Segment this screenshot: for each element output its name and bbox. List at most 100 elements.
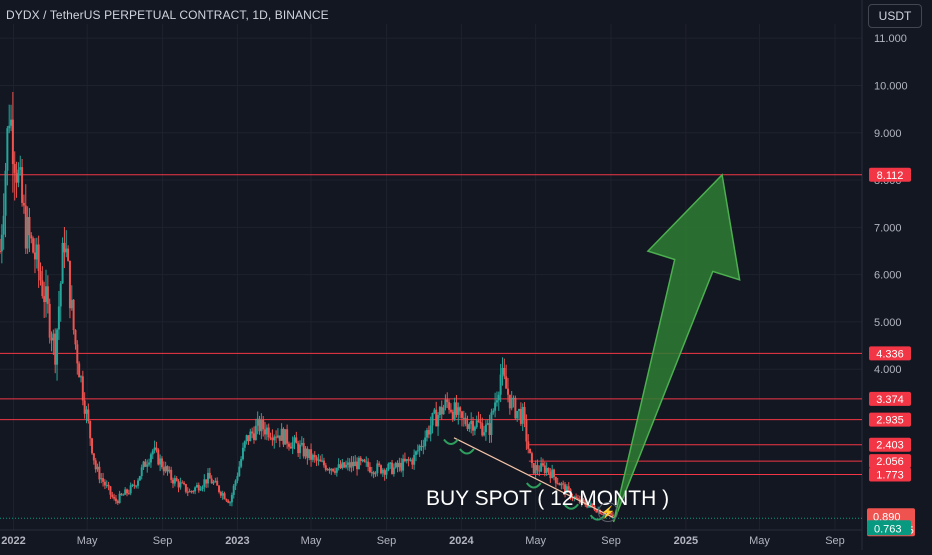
candle-body [582,499,585,502]
candle-body [153,447,156,451]
candle-body [61,242,64,284]
candle-body [543,465,546,473]
candle-body [495,400,498,403]
candle-body [357,457,360,470]
candle-body [365,461,368,463]
candle-body [337,464,340,468]
lightning-icon[interactable]: ⚡ [598,502,618,522]
candle-body [560,483,563,486]
candle-body [486,423,489,425]
candle-body [184,484,187,492]
candle-body [232,485,235,495]
bottom-marker-arc [563,503,579,510]
candle-body [356,461,359,470]
x-tick-label: Sep [601,535,621,547]
candle-body [429,425,432,435]
candle-body [411,459,414,465]
candle-body [431,412,434,426]
candle-body [76,344,79,364]
candle-body [124,489,127,495]
candle-body [304,448,307,457]
candle-body [245,435,248,442]
candle-body [192,491,195,493]
candle-body [573,496,576,499]
candle-body [135,485,138,487]
currency-button[interactable]: USDT [868,4,922,28]
candle-body [172,479,175,484]
candle-body [243,441,246,448]
candle-body [175,478,178,482]
candle-body [137,480,140,486]
candle-body [519,408,522,424]
projection-arrow[interactable] [612,173,741,523]
candle-body [538,470,541,472]
candle-body [532,463,535,474]
price-label: 1.773 [876,470,904,482]
candle-body [453,402,456,420]
candle-body [81,376,84,401]
candle-body [516,410,519,419]
candle-body [540,463,543,472]
candle-body [383,469,386,475]
candle-body [398,462,401,468]
candle-body [295,437,298,444]
candle-body [273,436,276,441]
candle-body [83,400,86,414]
candle-body [186,491,189,493]
candle-body [409,459,412,461]
candle-body [468,424,471,429]
candle-body [160,458,163,468]
candle-body [556,483,559,485]
price-label-badge [869,167,911,182]
candle-body [63,242,66,253]
candle-body [521,406,524,424]
candle-body [131,484,134,486]
candle-body [203,479,206,487]
candle-body [313,454,316,458]
candle-body [512,397,515,399]
candle-body [199,489,202,491]
candle-body [129,485,132,494]
price-label: 8.112 [877,170,904,182]
candle-body [343,462,346,468]
trendline[interactable] [453,437,614,519]
candle-body [477,420,480,422]
candle-body [6,128,9,171]
candle-body [319,459,322,462]
candle-body [91,438,94,454]
price-label: 2.935 [876,415,904,427]
candle-body [118,493,121,503]
candle-body [0,234,3,252]
candle-body [114,498,117,502]
candle-body [300,442,303,445]
candle-body [481,423,484,436]
candle-body [212,482,215,484]
bottom-marker-arc [459,448,475,455]
candle-body [89,421,92,439]
candle-body [350,461,353,468]
candle-body [374,473,377,475]
candle-body [28,217,31,236]
price-label-badge [869,437,911,452]
candle-body [514,397,517,419]
bottom-marker-arc [525,482,542,489]
candle-body [396,462,399,468]
candle-body [534,465,537,474]
candle-body [65,248,68,253]
candle-body [151,450,154,455]
candle-body [219,491,222,496]
candle-body [149,454,152,463]
candle-body [254,425,257,440]
candle-body [68,260,71,309]
candle-body [32,238,35,253]
x-tick-label: May [301,535,322,547]
candle-body [92,453,95,461]
candle-body [87,409,90,422]
candle-body [159,458,162,465]
candle-body [488,423,491,435]
candle-body [529,448,532,454]
low-price-badge [867,520,911,536]
candle-body [10,119,13,126]
